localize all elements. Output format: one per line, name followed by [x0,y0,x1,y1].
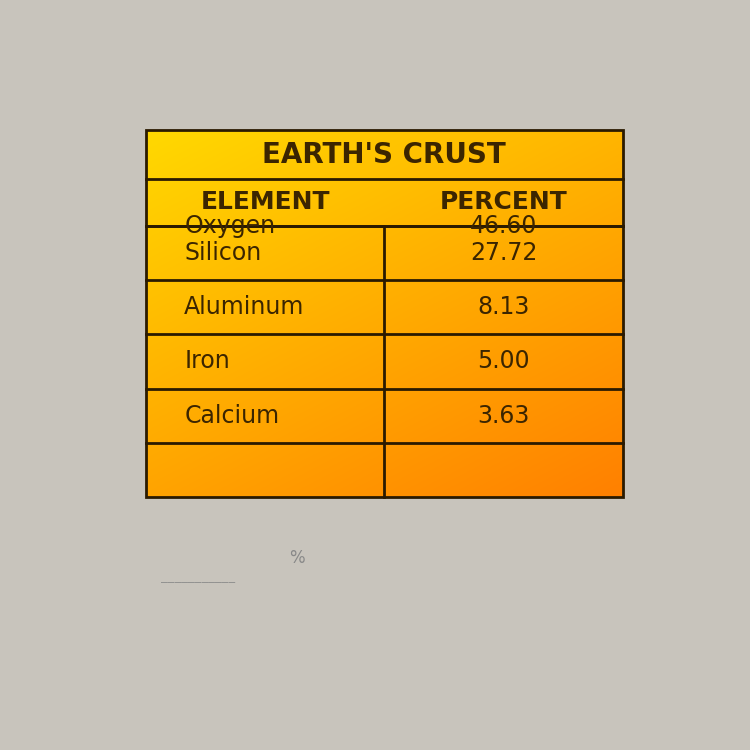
Text: %: % [290,549,305,567]
Text: PERCENT: PERCENT [440,190,568,214]
Text: EARTH'S CRUST: EARTH'S CRUST [262,141,506,169]
Text: Iron: Iron [184,350,230,374]
Text: 27.72: 27.72 [470,241,537,265]
Text: Oxygen: Oxygen [184,214,275,238]
Text: 5.00: 5.00 [477,350,530,374]
Text: 8.13: 8.13 [477,296,530,320]
Text: ELEMENT: ELEMENT [200,190,330,214]
Bar [146,130,622,497]
Text: Aluminum: Aluminum [184,296,304,320]
Text: 3.63: 3.63 [477,404,530,427]
Text: 46.60: 46.60 [470,214,537,238]
Text: Calcium: Calcium [184,404,279,427]
Text: ___________: ___________ [161,573,236,583]
Text: Silicon: Silicon [184,241,262,265]
